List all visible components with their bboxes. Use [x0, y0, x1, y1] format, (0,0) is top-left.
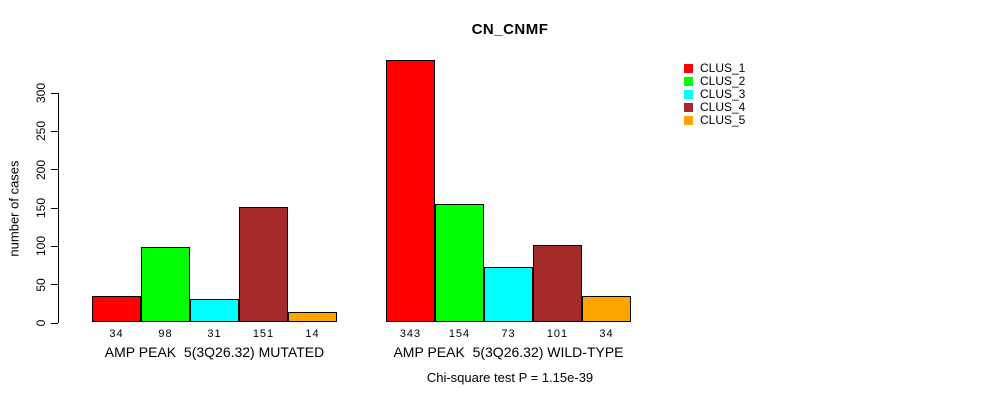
bar: [92, 296, 141, 323]
legend-swatch: [684, 116, 693, 125]
bar-value-label: 73: [501, 328, 516, 340]
legend-label: CLUS_1: [700, 61, 746, 75]
legend-item: CLUS_5: [684, 114, 745, 127]
y-axis-tick: [50, 284, 58, 286]
legend-label: CLUS_5: [700, 113, 746, 127]
legend: CLUS_1 CLUS_2 CLUS_3 CLUS_4 CLUS_5: [684, 62, 745, 127]
y-axis-tick-label: 150: [34, 197, 48, 219]
y-axis-tick: [50, 92, 58, 94]
x-group-label: AMP PEAK 5(3Q26.32) WILD-TYPE: [393, 344, 624, 360]
legend-swatch: [684, 64, 693, 73]
y-axis-tick: [50, 245, 58, 247]
bar: [386, 59, 435, 323]
bar: [190, 298, 239, 323]
bar: [435, 204, 484, 323]
y-axis-tick: [50, 322, 58, 324]
legend-item: CLUS_3: [684, 88, 745, 101]
y-axis-tick: [50, 169, 58, 171]
bar-value-label: 34: [599, 328, 614, 340]
chi-square-annotation: Chi-square test P = 1.15e-39: [426, 370, 594, 385]
bar-value-label: 343: [399, 328, 422, 340]
bar-value-label: 34: [109, 328, 124, 340]
y-axis-tick-label: 250: [34, 121, 48, 142]
bar: [582, 296, 631, 323]
bar-value-label: 154: [448, 328, 471, 340]
y-axis-tick: [50, 207, 58, 209]
bar-value-label: 101: [546, 328, 569, 340]
bar-value-label: 151: [252, 328, 275, 340]
legend-swatch: [684, 90, 693, 99]
y-axis-tick-label: 100: [34, 236, 48, 257]
legend-swatch: [684, 103, 693, 112]
y-axis-tick: [50, 130, 58, 132]
y-axis-line: [57, 92, 59, 323]
bar-value-label: 98: [158, 328, 173, 340]
legend-label: CLUS_3: [700, 87, 746, 101]
bar: [141, 247, 190, 323]
bar-value-label: 31: [207, 328, 222, 340]
legend-label: CLUS_4: [700, 100, 746, 114]
chart-title: CN_CNMF: [471, 21, 549, 38]
x-group-label: AMP PEAK 5(3Q26.32) MUTATED: [104, 344, 325, 360]
bar: [288, 311, 337, 323]
y-axis-tick-label: 50: [34, 277, 48, 292]
y-axis-tick-label: 200: [34, 159, 48, 180]
bar: [239, 206, 288, 323]
legend-item: CLUS_2: [684, 75, 745, 88]
legend-item: CLUS_4: [684, 101, 745, 114]
y-axis-tick-label: 300: [34, 82, 48, 104]
bar-value-label: 14: [305, 328, 320, 340]
y-axis-label: number of cases: [6, 160, 22, 257]
legend-label: CLUS_2: [700, 74, 746, 88]
bar: [484, 266, 533, 323]
legend-item: CLUS_1: [684, 62, 745, 75]
y-axis-tick-label: 0: [34, 319, 48, 327]
bar: [533, 245, 582, 323]
legend-swatch: [684, 77, 693, 86]
